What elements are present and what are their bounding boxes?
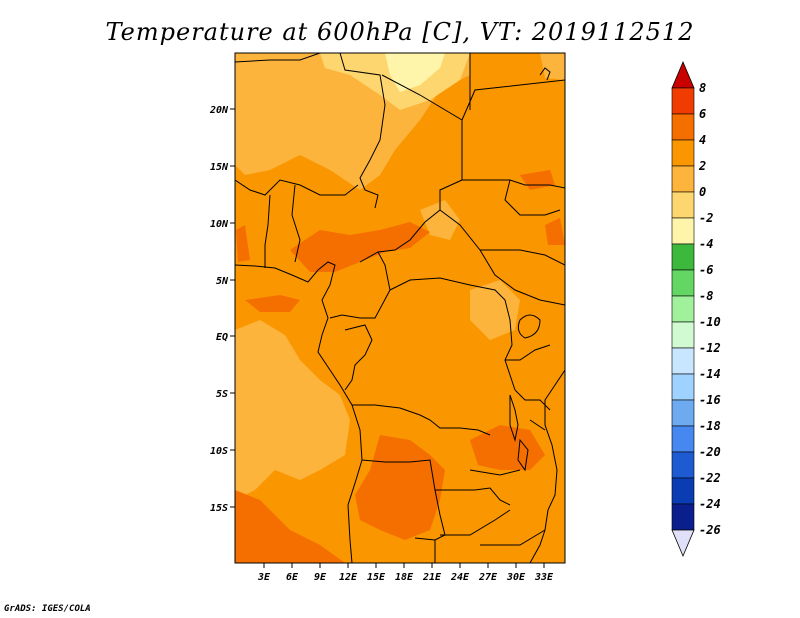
colorbar-label: -22 <box>699 471 721 485</box>
lat-label: 10S <box>210 446 228 457</box>
lon-label: 30E <box>506 572 526 583</box>
lon-label: 6E <box>286 572 299 583</box>
country-border <box>329 251 391 319</box>
coastline-east <box>529 369 565 563</box>
field-region-light <box>540 53 565 80</box>
field-region-light <box>420 200 460 240</box>
colorbar-label: 6 <box>699 107 706 121</box>
lon-label: 9E <box>314 572 327 583</box>
field-region-hot <box>245 295 300 312</box>
colorbar-segment <box>671 191 695 219</box>
lat-axis: 20N 15N 10N 5N EQ 5S 10S 15S <box>209 105 235 514</box>
map-frame <box>234 52 566 564</box>
country-border <box>414 489 511 541</box>
lon-label: 24E <box>450 572 470 583</box>
colorbar-segment <box>671 399 695 427</box>
field-region-hot <box>235 490 345 563</box>
colorbar-labels: 8 6 4 2 0 -2 -4 -6 -8 -10 -12 -14 -16 -18 -20 -22 -24 -26 <box>698 81 721 537</box>
colorbar-segment <box>671 347 695 375</box>
colorbar-label: -4 <box>699 237 713 251</box>
colorbar-segment <box>671 477 695 505</box>
field-region-light <box>470 280 520 340</box>
colorbar-label: -8 <box>699 289 713 303</box>
lat-label: 15S <box>210 503 228 514</box>
country-border <box>389 277 516 391</box>
field-region-hot <box>545 218 565 245</box>
colorbar-segment <box>671 503 695 531</box>
country-border <box>439 209 565 306</box>
lon-label: 15E <box>367 572 386 583</box>
lat-label: 5N <box>216 276 229 287</box>
lat-label: 15N <box>210 162 229 173</box>
country-border <box>361 459 511 506</box>
lake <box>509 394 519 442</box>
colorbar-segment <box>671 451 695 479</box>
country-border <box>235 179 359 268</box>
coastline <box>235 261 363 563</box>
country-border <box>434 529 546 563</box>
colorbar-segment <box>671 425 695 453</box>
chart-title: Temperature at 600hPa [C], VT: 201911251… <box>105 18 695 46</box>
lake <box>517 314 541 339</box>
colorbar-label: -18 <box>699 419 721 433</box>
colorbar-segment <box>671 269 695 297</box>
colorbar-label: -12 <box>699 341 721 355</box>
colorbar-segment <box>671 243 695 271</box>
lon-label: 12E <box>339 572 358 583</box>
colorbar-label: 0 <box>699 185 706 199</box>
country-border <box>461 53 565 121</box>
colorbar-label: 4 <box>699 133 706 147</box>
colorbar-segment <box>671 295 695 323</box>
lat-label: 5S <box>216 389 228 400</box>
colorbar-segment <box>671 113 695 141</box>
lat-label: EQ <box>216 332 228 343</box>
colorbar-segment <box>671 321 695 349</box>
field-region-hot <box>290 222 430 272</box>
lon-label: 3E <box>257 572 271 583</box>
field-region-cold <box>385 53 445 92</box>
lon-label: 21E <box>422 572 442 583</box>
country-border <box>505 344 551 411</box>
colorbar-label: 2 <box>698 159 706 173</box>
colorbar-label: -14 <box>699 367 721 381</box>
colorbar-label: 8 <box>699 81 706 95</box>
coastline-north <box>539 67 551 81</box>
colorbar-segment <box>671 139 695 167</box>
colorbar-segments <box>671 87 695 531</box>
colorbar-top-arrow <box>671 60 695 89</box>
lon-label: 27E <box>478 572 498 583</box>
colorbar-label: -26 <box>699 523 721 537</box>
lon-label: 18E <box>395 572 414 583</box>
colorbar-label: -2 <box>699 211 713 225</box>
colorbar-segment <box>671 217 695 245</box>
boundaries <box>235 53 565 563</box>
colorbar-label: -6 <box>699 263 713 277</box>
temperature-field <box>235 53 565 563</box>
colorbar-bottom-arrow <box>671 529 695 558</box>
colorbar-segment <box>671 87 695 115</box>
colorbar-segment <box>671 373 695 401</box>
country-border <box>235 53 386 209</box>
lat-label: 10N <box>210 219 229 230</box>
colorbar-label: -24 <box>699 497 721 511</box>
country-border <box>344 324 373 391</box>
colorbar-label: -10 <box>699 315 721 329</box>
field-region-hot <box>236 225 250 262</box>
grads-credit: GrADS: IGES/COLA <box>4 604 91 614</box>
country-border <box>469 419 546 476</box>
lon-label: 33E <box>534 572 554 583</box>
colorbar-label: -16 <box>699 393 721 407</box>
country-border <box>352 404 491 436</box>
country-border <box>462 179 565 216</box>
colorbar: 8 6 4 2 0 -2 -4 -6 -8 -10 -12 -14 -16 -18 -20 -22 -24 -26 <box>671 60 721 558</box>
field-region-light <box>235 320 350 500</box>
lat-label: 20N <box>209 105 229 116</box>
lake <box>517 438 529 472</box>
colorbar-segment <box>671 165 695 193</box>
lon-axis: 3E 6E 9E 12E 15E 18E 21E 24E 27E 30E 33E <box>257 563 554 583</box>
colorbar-label: -20 <box>699 445 721 459</box>
